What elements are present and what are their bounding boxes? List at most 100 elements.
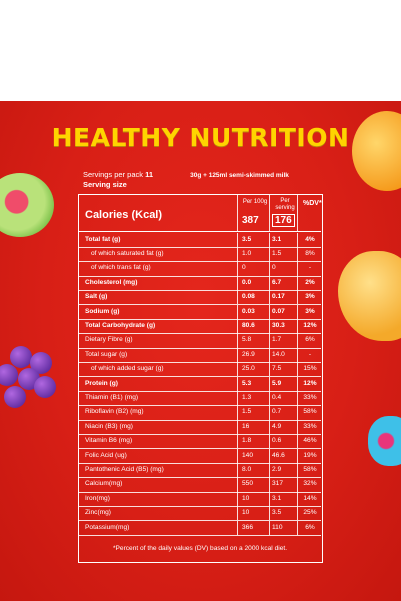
perserving-value: 4.9: [272, 422, 282, 430]
nutrient-label: Calcium(mg): [85, 480, 123, 488]
per100-value: 26.9: [242, 350, 255, 358]
per100-value: 0.03: [242, 307, 255, 315]
nutrient-label: Zinc(mg): [85, 509, 112, 517]
perserving-value: 2.9: [272, 465, 282, 473]
calories-label: Calories (Kcal): [85, 209, 163, 221]
per100-value: 80.6: [242, 321, 255, 329]
footnote: *Percent of the daily values (DV) based …: [112, 545, 288, 552]
perserving-value: 0.4: [272, 393, 282, 401]
nutrient-label: Salt (g): [85, 293, 108, 301]
dv-value: 58%: [303, 408, 317, 416]
dv-value: 12%: [303, 379, 317, 387]
dv-value: 46%: [303, 437, 317, 445]
dv-value: 6%: [305, 523, 315, 531]
per100-value: 0.0: [242, 278, 252, 286]
table-row: Total sugar (g) 26.9 14.0 -: [79, 347, 321, 364]
per100-value: 366: [242, 523, 254, 531]
calories-perserving: 176: [272, 214, 295, 227]
dv-value: 12%: [303, 321, 317, 329]
perserving-value: 14.0: [272, 350, 285, 358]
dv-value: 2%: [305, 278, 315, 286]
table-row: Cholesterol (mg) 0.0 6.7 2%: [79, 275, 321, 292]
nutrient-label: Protein (g): [85, 379, 118, 387]
perserving-value: 0: [272, 264, 276, 272]
nutrient-label: Iron(mg): [85, 494, 110, 502]
cereal-piece-cashew: [338, 251, 401, 341]
table-row: Vitamin B6 (mg) 1.8 0.6 46%: [79, 434, 321, 450]
servings-label: Servings per pack: [83, 170, 144, 179]
per100-value: 5.8: [242, 336, 252, 344]
table-row: Pantothenic Acid (B5) (mg) 8.0 2.9 58%: [79, 462, 321, 479]
dv-value: 4%: [305, 235, 315, 243]
per100-label: Per 100g: [242, 199, 268, 205]
table-row: Sodium (g) 0.03 0.07 3%: [79, 304, 321, 320]
nutrient-label: of which trans fat (g): [91, 264, 151, 272]
perserving-value: 0.6: [272, 437, 282, 445]
per100-value: 3.5: [242, 235, 252, 243]
nutrient-label: Vitamin B6 (mg): [85, 437, 133, 445]
per100-value: 1.5: [242, 408, 252, 416]
grape-cluster: [0, 346, 56, 416]
perserving-value: 0.17: [272, 293, 285, 301]
dv-value: 32%: [303, 480, 317, 488]
nutrient-label: of which saturated fat (g): [91, 249, 164, 257]
per100-value: 1.0: [242, 249, 252, 257]
servings-value: 11: [145, 170, 154, 179]
cereal-piece-yellow: [352, 111, 401, 191]
table-row: Protein (g) 5.3 5.9 12%: [79, 376, 321, 392]
per100-value: 16: [242, 422, 250, 430]
perserving-value: 3.1: [272, 235, 282, 243]
servings-line: Servings per pack 11 30g + 125ml semi-sk…: [83, 170, 323, 180]
nutrient-label: Riboflavin (B2) (mg): [85, 408, 144, 416]
dv-value: 33%: [303, 422, 317, 430]
per100-value: 25.0: [242, 365, 255, 373]
per100-value: 550: [242, 480, 254, 488]
perserving-value: 3.1: [272, 494, 282, 502]
table-row: Potassium(mg) 366 110 6%: [79, 520, 321, 536]
per100-value: 10: [242, 494, 250, 502]
perserving-value: 1.5: [272, 249, 282, 257]
dv-value: 3%: [305, 293, 315, 301]
cereal-piece-blue: [368, 416, 401, 466]
table-row: of which trans fat (g) 0 0 -: [79, 261, 321, 277]
nutrient-label: Total Carbohydrate (g): [85, 321, 156, 329]
table-row: Salt (g) 0.08 0.17 3%: [79, 290, 321, 306]
perserving-value: 3.5: [272, 509, 282, 517]
nutrient-label: Potassium(mg): [85, 523, 130, 531]
nutrient-label: Total fat (g): [85, 235, 121, 243]
product-panel: HEALTHY NUTRITION Servings per pack 11 3…: [0, 101, 401, 601]
perserving-label: Per serving: [275, 198, 295, 211]
table-row: Riboflavin (B2) (mg) 1.5 0.7 58%: [79, 405, 321, 421]
perserving-value: 317: [272, 480, 284, 488]
table-row: Iron(mg) 10 3.1 14%: [79, 491, 321, 508]
perserving-value: 0.07: [272, 307, 285, 315]
table-row: Calcium(mg) 550 317 32%: [79, 477, 321, 493]
table-row: Folic Acid (ug) 140 46.6 19%: [79, 448, 321, 464]
perserving-value: 110: [272, 523, 283, 531]
per100-value: 10: [242, 509, 250, 517]
per100-value: 1.8: [242, 437, 252, 445]
perserving-value: 6.7: [272, 278, 282, 286]
dv-value: 19%: [303, 451, 317, 459]
dv-value: 25%: [303, 509, 317, 517]
nutrient-label: Thiamin (B1) (mg): [85, 393, 139, 401]
table-row: Total fat (g) 3.5 3.1 4%: [79, 232, 321, 248]
table-row: Thiamin (B1) (mg) 1.3 0.4 33%: [79, 390, 321, 407]
nutrient-label: Sodium (g): [85, 307, 120, 315]
nutrient-label: of which added sugar (g): [91, 365, 164, 373]
per100-value: 140: [242, 451, 254, 459]
serving-description: 30g + 125ml semi-skimmed milk: [190, 172, 289, 179]
perserving-value: 7.5: [272, 365, 282, 373]
per100-value: 1.3: [242, 393, 252, 401]
dv-value: 15%: [303, 365, 317, 373]
nutrient-label: Dietary Fibre (g): [85, 336, 133, 344]
table-row: of which saturated fat (g) 1.0 1.5 8%: [79, 246, 321, 263]
dv-value: 8%: [305, 249, 315, 257]
nutrient-label: Total sugar (g): [85, 350, 128, 358]
table-row: Total Carbohydrate (g) 80.6 30.3 12%: [79, 318, 321, 335]
dv-label: %DV*: [303, 200, 322, 207]
dv-value: 58%: [303, 465, 317, 473]
nutrient-label: Pantothenic Acid (B5) (mg): [85, 465, 164, 473]
dv-value: 14%: [303, 494, 317, 502]
nutrient-label: Niacin (B3) (mg): [85, 422, 133, 430]
